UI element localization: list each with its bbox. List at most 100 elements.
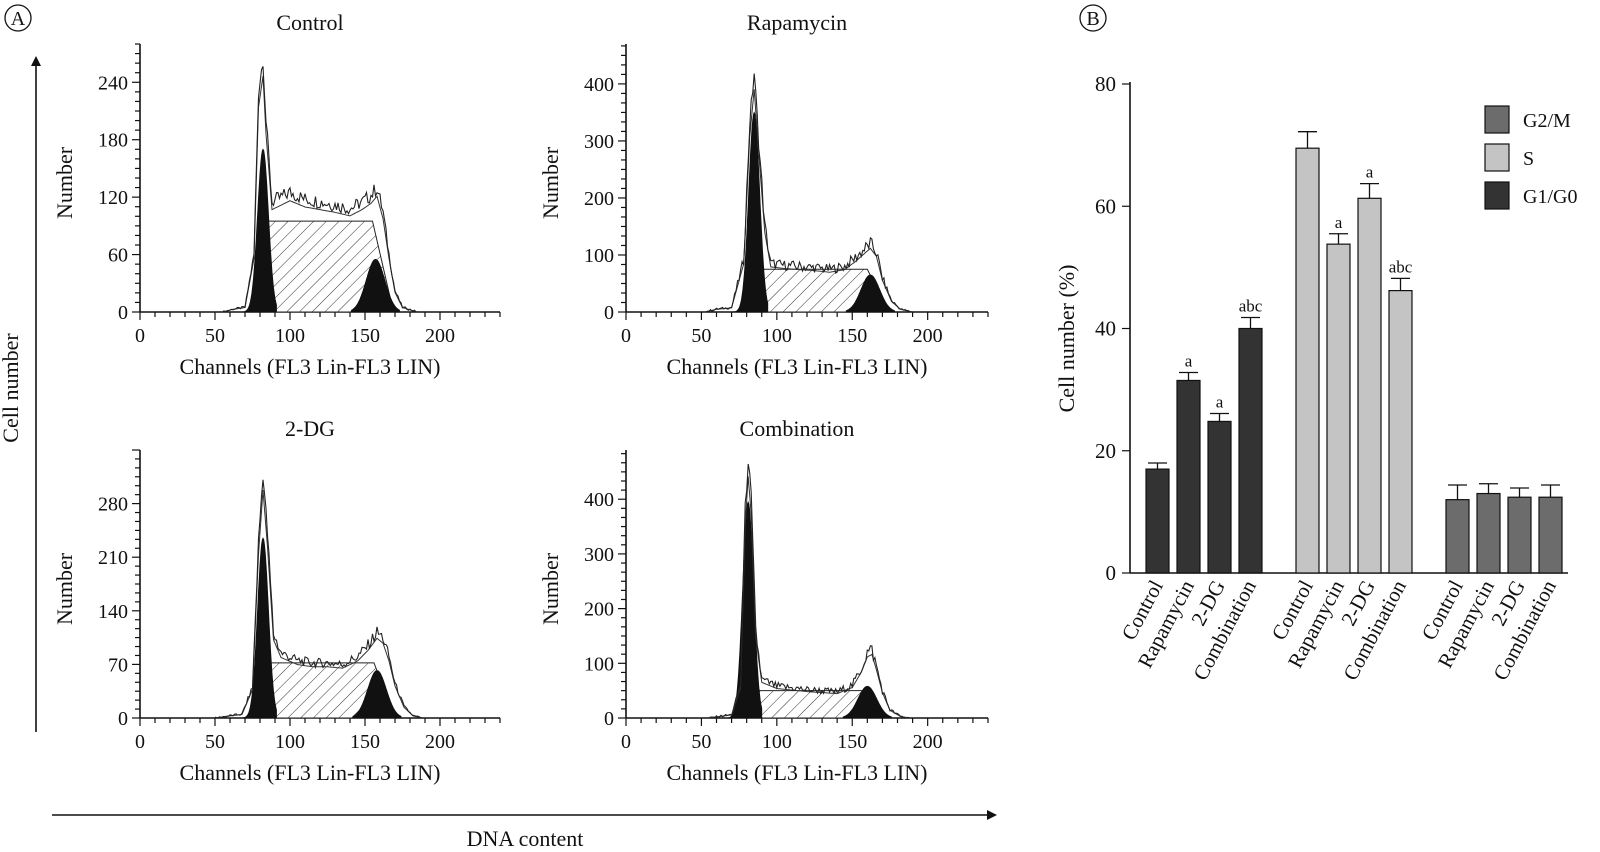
x-axis-label: Channels (FL3 Lin-FL3 LIN) <box>180 760 441 785</box>
y-tick-label: 100 <box>584 653 614 675</box>
x-tick-label: 50 <box>205 731 225 753</box>
y-tick-label: 0 <box>604 708 614 730</box>
x-tick-label: 0 <box>621 325 631 347</box>
significance-label: a <box>1366 163 1374 182</box>
x-axis-label: Channels (FL3 Lin-FL3 LIN) <box>667 760 928 785</box>
g2m-peak <box>842 685 892 719</box>
x-tick-label: 100 <box>762 731 792 753</box>
y-tick-label: 0 <box>118 708 128 730</box>
legend-label-g1-g0: G1/G0 <box>1523 186 1577 208</box>
x-tick-label: 200 <box>425 731 455 753</box>
legend-swatch-g1-g0 <box>1484 181 1510 210</box>
bar-y-tick-label: 80 <box>1095 72 1116 96</box>
g2m-peak <box>351 258 400 313</box>
y-tick-label: 240 <box>98 72 128 94</box>
legend-swatch-g2-m <box>1484 105 1510 134</box>
significance-label: a <box>1216 392 1224 411</box>
histogram-title: Control <box>276 10 343 35</box>
panel-a-y-label: Cell number <box>0 333 23 443</box>
y-tick-label: 210 <box>98 547 128 569</box>
bar-s-control <box>1295 147 1320 574</box>
y-tick-label: 280 <box>98 494 128 516</box>
bar-g1-g0-control <box>1145 468 1170 574</box>
y-tick-label: 100 <box>584 245 614 267</box>
x-axis-label: Channels (FL3 Lin-FL3 LIN) <box>180 354 441 379</box>
bar-g1-g0-combination <box>1238 327 1263 574</box>
y-tick-label: 120 <box>98 187 128 209</box>
histogram-control: Control 0 50 100 150 200 0 60 120 180 240 Number Cha… <box>52 10 501 379</box>
x-tick-label: 50 <box>691 325 711 347</box>
bar-y-tick-label: 0 <box>1106 561 1117 585</box>
significance-label: abc <box>1389 257 1413 276</box>
x-tick-label: 100 <box>275 731 305 753</box>
bar-y-axis-label: Cell number (%) <box>1054 265 1079 413</box>
legend-label-g2-m: G2/M <box>1523 110 1571 132</box>
y-axis-label: Number <box>538 146 563 219</box>
y-tick-label: 400 <box>584 489 614 511</box>
panel-b-circle <box>1079 4 1107 32</box>
histogram-title: Rapamycin <box>747 10 847 35</box>
x-tick-label: 150 <box>837 731 867 753</box>
y-tick-label: 180 <box>98 130 128 152</box>
significance-label: abc <box>1239 296 1263 315</box>
y-tick-label: 0 <box>118 302 128 324</box>
x-tick-label: 200 <box>913 325 943 347</box>
y-axis-label: Number <box>538 552 563 625</box>
legend-swatch-s <box>1484 143 1510 172</box>
g1-peak <box>241 537 277 719</box>
x-tick-label: 200 <box>425 325 455 347</box>
panel-b-letter: B <box>1086 8 1099 30</box>
x-tick-label: 100 <box>762 325 792 347</box>
bar-chart-cell-cycle: 0 20 40 60 80 Cell number (%) ControlaRapamyci… <box>1054 72 1577 684</box>
bar-g2-m-control <box>1445 499 1470 574</box>
x-tick-label: 50 <box>205 325 225 347</box>
panel-a-letter: A <box>11 8 26 30</box>
panel-a-x-label: DNA content <box>467 826 584 851</box>
panel-a-circle <box>4 4 32 32</box>
y-tick-label: 200 <box>584 599 614 621</box>
y-axis-label: Number <box>52 146 77 219</box>
bar-g1-g0-2-dg <box>1207 420 1232 574</box>
bar-y-tick-label: 40 <box>1095 317 1116 341</box>
panel-b-label: B <box>1079 4 1107 32</box>
histogram-title: Combination <box>740 416 855 441</box>
panel-a-label: A <box>4 4 32 32</box>
significance-label: a <box>1185 352 1193 371</box>
histogram-combination: Combination 0 50 100 150 200 0 100 200 300 400 Numb… <box>538 416 989 785</box>
bar-s-combination <box>1388 290 1413 574</box>
bar-s-2-dg <box>1357 197 1382 574</box>
y-tick-label: 60 <box>108 245 128 267</box>
bar-s-rapamycin <box>1326 243 1351 574</box>
y-tick-label: 400 <box>584 74 614 96</box>
histogram-title: 2-DG <box>285 416 335 441</box>
histogram-rapamycin: Rapamycin 0 50 100 150 200 0 100 200 300 400 Number… <box>538 10 989 379</box>
g2m-peak <box>352 670 402 719</box>
x-tick-label: 50 <box>691 731 711 753</box>
bar-g2-m-2-dg <box>1507 496 1532 574</box>
y-tick-label: 200 <box>584 188 614 210</box>
x-tick-label: 150 <box>350 325 380 347</box>
raw-histogram <box>214 479 423 719</box>
x-tick-label: 0 <box>135 731 145 753</box>
bar-y-tick-label: 60 <box>1095 194 1116 218</box>
bar-g2-m-rapamycin <box>1476 492 1501 574</box>
g1-peak <box>732 111 769 313</box>
raw-histogram <box>708 463 910 719</box>
histogram-2-dg: 2-DG 0 50 100 150 200 0 70 140 210 280 Number Channe… <box>52 416 501 785</box>
bar-g1-g0-rapamycin <box>1176 379 1201 574</box>
y-tick-label: 300 <box>584 544 614 566</box>
legend-label-s: S <box>1523 148 1534 170</box>
bar-legend: G2/M S G1/G0 <box>1484 105 1577 210</box>
x-tick-label: 200 <box>913 731 943 753</box>
g2m-peak <box>845 274 895 313</box>
raw-histogram <box>704 73 913 313</box>
y-axis-label: Number <box>52 552 77 625</box>
x-tick-label: 0 <box>135 325 145 347</box>
x-tick-label: 100 <box>275 325 305 347</box>
y-tick-label: 140 <box>98 601 128 623</box>
bar-y-tick-label: 20 <box>1095 439 1116 463</box>
